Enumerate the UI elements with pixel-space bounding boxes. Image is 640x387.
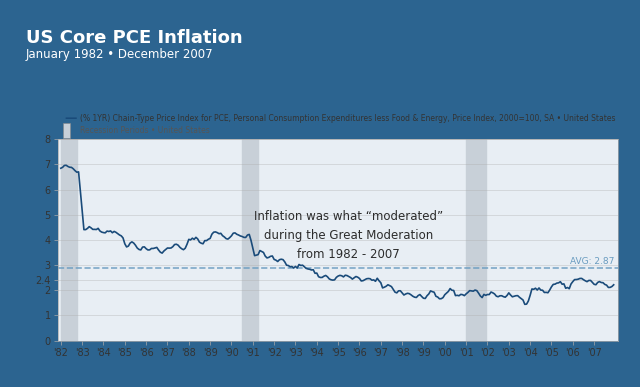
Text: Inflation was what “moderated”
during the Great Moderation
from 1982 - 2007: Inflation was what “moderated” during th… (254, 211, 444, 261)
Text: I: I (64, 124, 68, 137)
Text: —: — (64, 111, 76, 125)
Text: AVG: 2.87: AVG: 2.87 (570, 257, 614, 266)
Text: January 1982 • December 2007: January 1982 • December 2007 (26, 48, 213, 62)
Text: (% 1YR) Chain-Type Price Index for PCE, Personal Consumption Expenditures less F: (% 1YR) Chain-Type Price Index for PCE, … (80, 113, 616, 123)
Text: US Core PCE Inflation: US Core PCE Inflation (26, 29, 242, 47)
Bar (61, 139, 77, 341)
Bar (242, 139, 258, 341)
Text: Recession Periods • United States: Recession Periods • United States (80, 126, 210, 135)
Bar (466, 139, 486, 341)
